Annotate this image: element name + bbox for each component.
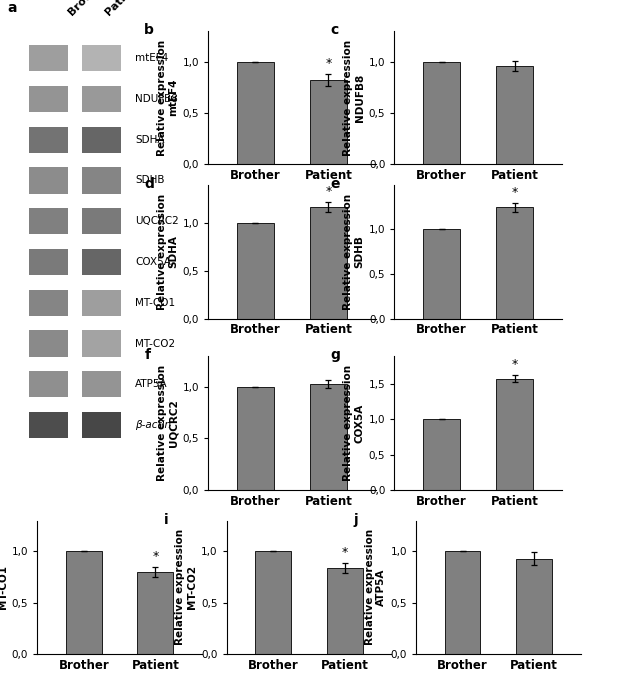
Y-axis label: Relative expression
COX5A: Relative expression COX5A [343,365,365,481]
Bar [310,384,347,490]
Text: MT-CO1: MT-CO1 [135,298,175,308]
Bar [424,419,460,490]
Text: e: e [330,177,340,191]
Text: *: * [325,57,332,70]
FancyBboxPatch shape [29,167,68,194]
Text: *: * [152,550,158,563]
FancyBboxPatch shape [29,86,68,112]
Text: f: f [144,348,150,362]
FancyBboxPatch shape [29,45,68,71]
Text: d: d [144,177,154,191]
Text: SDHB: SDHB [135,175,165,186]
Bar [516,559,552,654]
FancyBboxPatch shape [82,167,121,194]
Text: β-actin: β-actin [135,420,171,430]
Bar [496,379,533,490]
Bar [237,387,274,490]
Text: c: c [330,23,339,37]
Bar [237,223,274,319]
Text: *: * [512,186,518,199]
Bar [310,80,347,164]
FancyBboxPatch shape [82,249,121,275]
Bar [496,66,533,164]
FancyBboxPatch shape [29,290,68,316]
Text: Patient: Patient [103,0,142,18]
FancyBboxPatch shape [82,330,121,357]
Bar [424,62,460,164]
FancyBboxPatch shape [29,412,68,438]
Bar [424,229,460,319]
Text: g: g [330,348,340,362]
FancyBboxPatch shape [29,249,68,275]
Text: *: * [342,546,348,559]
Y-axis label: Relative expression
UQCRC2: Relative expression UQCRC2 [156,365,178,481]
FancyBboxPatch shape [82,86,121,112]
Y-axis label: Relative expression
MT-CO1: Relative expression MT-CO1 [0,530,7,645]
Y-axis label: Relative expression
ATP5A: Relative expression ATP5A [365,530,386,645]
Bar [237,62,274,164]
Text: *: * [512,358,518,371]
Text: COX5A: COX5A [135,257,171,267]
Text: UQCRC2: UQCRC2 [135,216,179,226]
Text: SDHA: SDHA [135,135,165,145]
Y-axis label: Relative expression
MT-CO2: Relative expression MT-CO2 [175,530,197,645]
Text: MT-CO2: MT-CO2 [135,338,175,349]
FancyBboxPatch shape [82,127,121,153]
Bar [255,551,291,654]
Text: Brother: Brother [66,0,107,18]
Bar [137,572,173,654]
Text: NDUFB8: NDUFB8 [135,94,178,104]
FancyBboxPatch shape [82,371,121,397]
Y-axis label: Relative expression
NDUFB8: Relative expression NDUFB8 [343,40,365,155]
FancyBboxPatch shape [29,127,68,153]
FancyBboxPatch shape [29,208,68,234]
FancyBboxPatch shape [82,412,121,438]
Text: b: b [144,23,154,37]
Bar [66,551,102,654]
Bar [327,568,363,654]
Bar [310,207,347,319]
FancyBboxPatch shape [29,371,68,397]
Text: i: i [164,512,169,527]
FancyBboxPatch shape [82,45,121,71]
Text: mtEF4: mtEF4 [135,53,168,63]
Text: a: a [7,1,17,14]
Bar [445,551,481,654]
Y-axis label: Relative expression
SDHA: Relative expression SDHA [156,194,178,310]
FancyBboxPatch shape [82,290,121,316]
Text: j: j [353,512,358,527]
Text: *: * [325,185,332,198]
Y-axis label: Relative expression
mtEF4: Relative expression mtEF4 [156,40,178,155]
FancyBboxPatch shape [29,330,68,357]
Y-axis label: Relative expression
SDHB: Relative expression SDHB [343,194,365,310]
Text: ATP5A: ATP5A [135,379,168,389]
Bar [496,207,533,319]
FancyBboxPatch shape [82,208,121,234]
